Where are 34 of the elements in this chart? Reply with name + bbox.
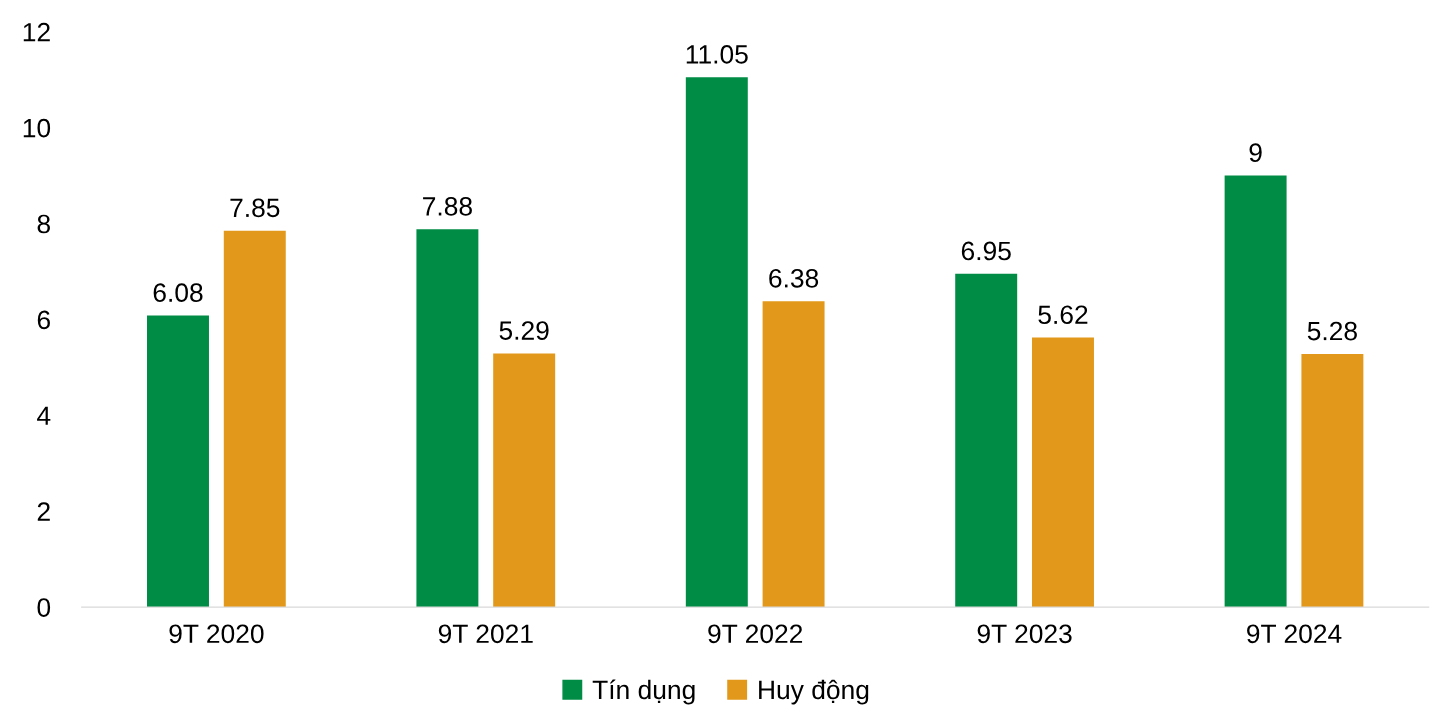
bar [1032, 337, 1094, 608]
legend-label: Huy động [759, 679, 869, 705]
data-label: 5.62 [1038, 305, 1088, 325]
y-tick-label: 10 [23, 118, 51, 138]
data-label: 6.08 [153, 283, 203, 303]
bar [147, 315, 209, 608]
y-tick-label: 6 [37, 310, 50, 330]
bar [955, 273, 1018, 608]
y-tick-label: 8 [37, 214, 50, 234]
y-tick-label: 4 [37, 406, 51, 425]
data-label: 6.38 [769, 268, 819, 288]
x-tick-label: 9T 2022 [708, 624, 803, 644]
y-tick-label: 0 [37, 598, 51, 617]
data-label: 7.85 [230, 198, 280, 218]
bar [223, 230, 286, 608]
y-tick-label: 12 [23, 22, 50, 42]
x-tick-label: 9T 2021 [438, 624, 533, 644]
x-tick-label: 9T 2020 [169, 624, 264, 644]
x-tick-label: 9T 2024 [1247, 624, 1342, 644]
x-tick-label: 9T 2023 [977, 624, 1072, 644]
data-label: 7.88 [423, 197, 472, 216]
data-label: 5.29 [499, 321, 549, 340]
data-label: 6.95 [961, 241, 1011, 261]
data-label: 9 [1249, 143, 1262, 163]
data-label: 11.05 [686, 45, 748, 64]
legend-label: Tín dụng [592, 679, 695, 705]
data-label: 5.28 [1307, 321, 1357, 341]
bar [416, 229, 479, 608]
y-tick-label: 2 [37, 502, 50, 521]
bar [1301, 353, 1364, 608]
bar [1224, 175, 1287, 608]
bar [493, 353, 556, 608]
bar [762, 301, 825, 608]
bar [685, 77, 748, 608]
